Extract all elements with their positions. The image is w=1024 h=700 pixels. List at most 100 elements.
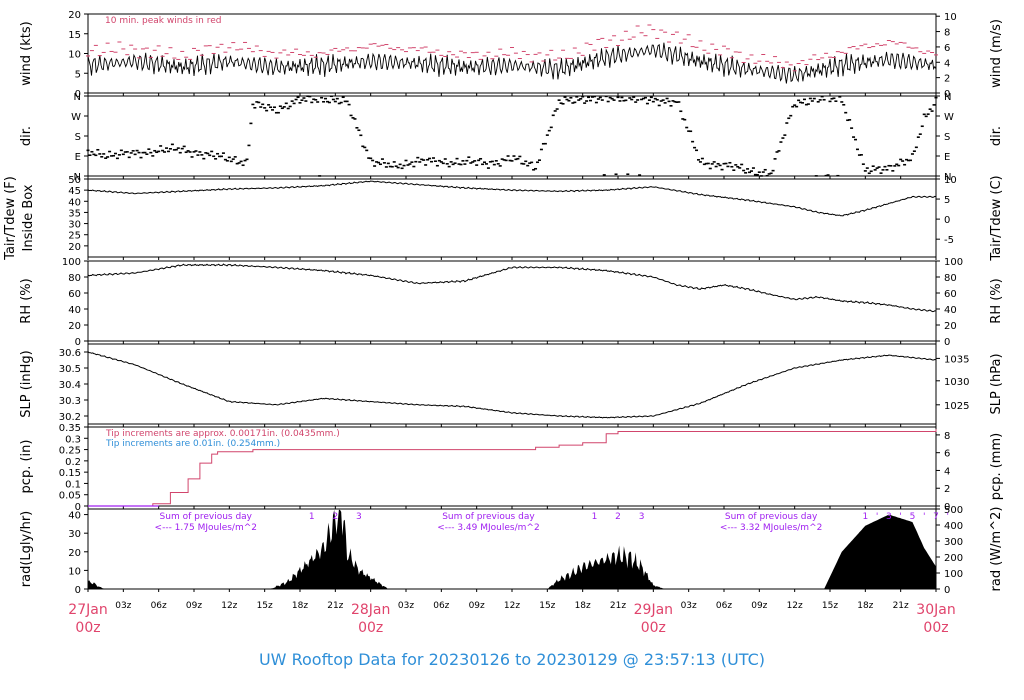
wind-y2-tick-label: 8 [944,28,950,39]
wind-y2-tick-label: 4 [944,58,950,69]
pcp-y2-tick-label: 8 [944,431,950,442]
rh-ylabel-right: RH (%) [989,278,1004,323]
rh-frame [87,260,937,342]
rh-y2-tick-label: 20 [944,321,957,332]
rad-hour-mark: 3 [886,512,892,522]
dir-y2-tick-label: W [944,112,954,123]
x-minor-tick-label: 18z [575,601,591,611]
rad-hour-mark: ' [923,512,925,522]
x-major-hour-label: 00z [641,620,666,636]
rh-y2-tick-label: 100 [944,257,963,268]
rad-y2-tick-label: 0 [944,585,950,596]
rad-y-tick-label: 20 [68,548,81,559]
dir-frame [87,95,937,177]
x-minor-tick-label: 21z [610,601,626,611]
rad-y-tick-label: 30 [68,529,81,540]
temp-y-tick-label: 40 [68,197,81,208]
rh-panel: 0 20 40 60 80 100 0 20 40 60 80 100 RH (%) RH (%) [19,257,1004,348]
slp-ylabel-right: SLP (hPa) [989,353,1004,414]
temp-y2-tick-label: 5 [944,195,950,206]
x-minor-tick-label: 06z [433,601,449,611]
slp-series-line [87,351,937,419]
slp-y-tick-label: 30.6 [59,348,81,359]
slp-y-tick-label: 30.5 [59,364,81,375]
x-minor-tick-label: 18z [857,601,873,611]
slp-frame [87,343,937,425]
pcp-y2-tick-label: 0 [944,502,950,513]
x-major-day-label: 27Jan [68,602,107,618]
pcp-ylabel-left: pcp. (in) [19,440,34,494]
wind-y-tick-label: 15 [68,30,81,41]
rad-day-sum-title: Sum of previous day [725,512,818,522]
chart-footer: UW Rooftop Data for 20230126 to 20230129… [259,650,765,669]
rad-y-tick-label: 40 [68,511,81,522]
x-minor-tick-label: 15z [539,601,555,611]
x-minor-tick-label: 03z [681,601,697,611]
rad-hour-mark: 2 [332,512,338,522]
x-major-hour-label: 00z [923,620,948,636]
x-minor-tick-label: 15z [822,601,838,611]
wind-panel: 0 5 10 15 20 0 2 4 6 8 10 wind (kts) wind (m/s) 10 mi… [19,10,1004,100]
pcp-y2-tick-label: 6 [944,449,950,460]
x-minor-tick-label: 09z [186,601,202,611]
slp-panel: 30.2 30.3 30.4 30.5 30.6 1025 1030 1035 SLP (inH… [19,343,1004,427]
rad-day-sum-value: <--- 3.32 MJoules/m^2 [720,523,822,533]
rad-hour-mark: 3 [639,512,645,522]
rad-y2-tick-label: 500 [944,505,963,516]
pcp-y-tick-label: 0.1 [65,479,81,490]
temp-ylabel-right: Tair/Tdew (C) [989,175,1004,261]
rh-y2-tick-label: 60 [944,289,957,300]
x-major-hour-label: 00z [75,620,100,636]
rh-y-tick-label: 0 [75,337,81,348]
x-minor-tick-label: 06z [151,601,167,611]
rad-hour-mark: 7 [933,512,939,522]
rh-series-line [87,263,937,313]
x-minor-tick-label: 03z [398,601,414,611]
slp-y-tick-label: 30.3 [59,396,81,407]
temp-y-tick-label: 50 [68,175,81,186]
rad-hour-mark: 5 [910,512,916,522]
x-major-day-label: 28Jan [351,602,390,618]
slp-ylabel-left: SLP (inHg) [19,350,34,418]
wind-y-tick-label: 10 [68,50,81,61]
x-minor-tick-label: 12z [787,601,803,611]
pcp-y-tick-label: 0.25 [59,446,81,457]
wind-ylabel-left: wind (kts) [19,21,34,85]
rh-y-tick-label: 40 [68,305,81,316]
rad-day-sum-title: Sum of previous day [160,512,253,522]
rad-hour-mark: 3 [356,512,362,522]
slp-y-tick-label: 30.4 [59,380,81,391]
rad-hour-mark: 1 [592,512,598,522]
x-minor-tick-label: 21z [327,601,343,611]
pcp-y-tick-label: 0 [75,502,81,513]
dir-y-tick-label: N [74,172,81,183]
rh-ylabel-left: RH (%) [19,278,34,323]
rad-hour-mark: 1 [309,512,315,522]
rh-y-tick-label: 80 [68,273,81,284]
rad-hour-mark: 1 [862,512,868,522]
x-minor-tick-label: 09z [469,601,485,611]
wind-y2-tick-label: 10 [944,12,957,23]
dir-ylabel-left: dir. [19,126,34,146]
rad-ylabel-left: rad(Lgly/hr) [19,511,34,587]
rh-y2-tick-label: 0 [944,337,950,348]
temp-y-tick-label: 45 [68,186,81,197]
temp-y-tick-label: 25 [68,231,81,242]
wind-y2-tick-label: 2 [944,74,950,85]
temp-series-line [87,180,937,217]
rad-y-tick-label: 10 [68,566,81,577]
rh-y-tick-label: 20 [68,321,81,332]
x-minor-tick-label: 15z [257,601,273,611]
pcp-y-tick-label: 0.15 [59,468,81,479]
rh-y-tick-label: 60 [68,289,81,300]
wind-y-tick-label: 20 [68,10,81,21]
rad-day-sum-title: Sum of previous day [442,512,535,522]
temp-y-tick-label: 35 [68,208,81,219]
rad-y2-tick-label: 200 [944,553,963,564]
slp-y2-tick-label: 1030 [944,377,969,388]
rh-y-tick-label: 100 [62,257,81,268]
